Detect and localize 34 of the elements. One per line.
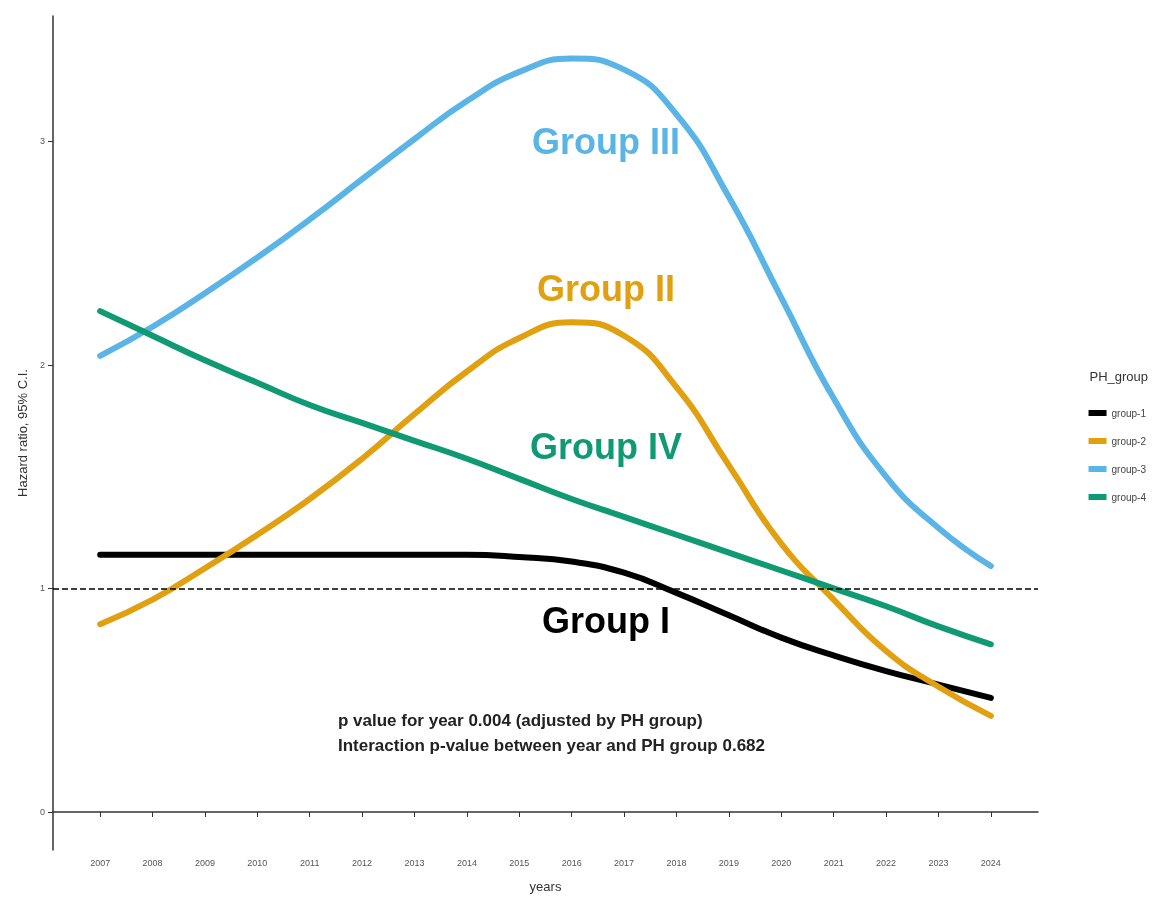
x-tick-label: 2020 [771,857,792,868]
y-tick-label: 0 [39,806,45,817]
x-tick-label: 2019 [718,857,739,868]
y-tick-label: 1 [39,583,45,594]
x-tick-label: 2023 [928,857,949,868]
legend-title: PH_group [1089,369,1149,384]
x-axis-title: years [529,879,562,894]
annotation: Group IV [530,425,682,467]
x-tick-label: 2014 [456,857,477,868]
annotation: Group III [532,120,680,162]
x-tick-label: 2021 [823,857,844,868]
x-tick-label: 2010 [247,857,268,868]
x-tick-label: 2017 [614,857,635,868]
x-tick-label: 2024 [980,857,1001,868]
annotation: Group I [542,599,670,641]
legend-label: group-1 [1111,407,1147,419]
annotation: Group II [537,267,675,309]
x-tick-label: 2011 [300,857,320,868]
x-tick-label: 2009 [194,857,215,868]
x-tick-label: 2016 [561,857,582,868]
y-axis-title: Hazard ratio, 95% C.I. [15,369,31,497]
x-tick-label: 2013 [404,857,425,868]
x-tick-label: 2018 [666,857,687,868]
x-tick-label: 2007 [90,857,111,868]
legend-label: group-2 [1111,435,1147,447]
y-tick-label: 2 [39,359,45,370]
annotation: p value for year 0.004 (adjusted by PH group) Interaction p-value between year and PH group 0.682 [338,711,766,755]
legend-label: group-3 [1111,463,1147,475]
x-tick-label: 2012 [352,857,373,868]
legend-label: group-4 [1111,491,1147,503]
x-tick-label: 2008 [142,857,163,868]
x-tick-label: 2015 [509,857,530,868]
y-tick-label: 3 [39,136,45,147]
x-tick-label: 2022 [876,857,897,868]
